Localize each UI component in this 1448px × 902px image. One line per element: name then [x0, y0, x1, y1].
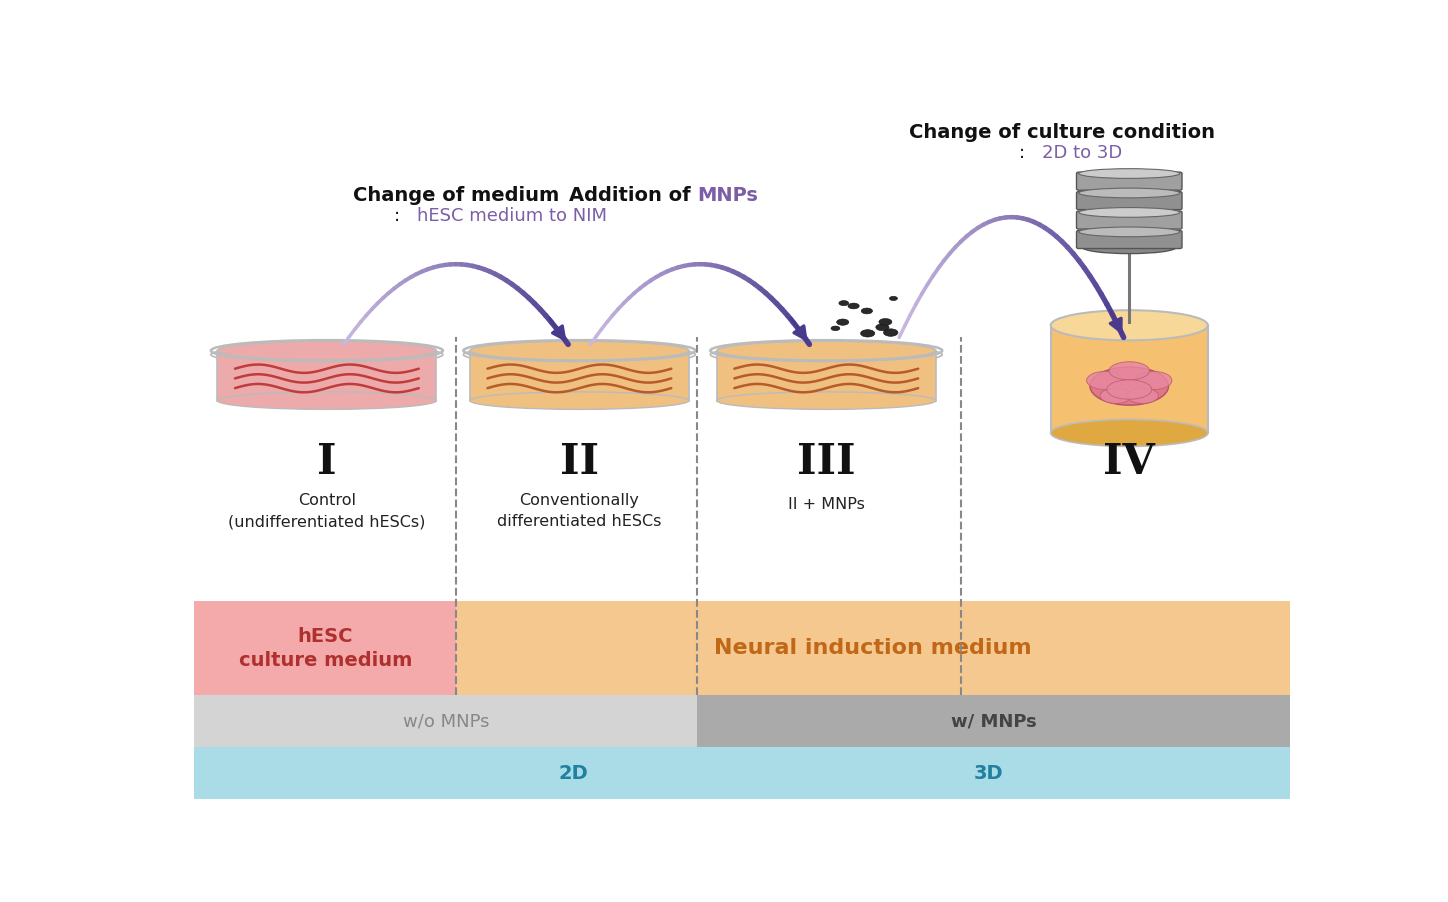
Text: Neural induction medium: Neural induction medium	[714, 639, 1031, 658]
Text: Change of medium: Change of medium	[353, 186, 559, 205]
Ellipse shape	[1051, 310, 1208, 340]
Ellipse shape	[838, 300, 849, 306]
Ellipse shape	[1086, 372, 1122, 390]
FancyBboxPatch shape	[698, 695, 1290, 747]
Ellipse shape	[860, 329, 875, 337]
Ellipse shape	[1079, 207, 1180, 217]
FancyBboxPatch shape	[1076, 172, 1182, 190]
FancyBboxPatch shape	[471, 351, 689, 400]
Ellipse shape	[1079, 227, 1180, 236]
FancyBboxPatch shape	[194, 747, 1290, 799]
Text: Addition of: Addition of	[569, 186, 698, 205]
Text: 2D: 2D	[559, 764, 589, 783]
FancyBboxPatch shape	[1076, 231, 1182, 249]
Text: Control
(undifferentiated hESCs): Control (undifferentiated hESCs)	[229, 493, 426, 529]
Ellipse shape	[1100, 388, 1131, 403]
Ellipse shape	[711, 345, 943, 364]
Ellipse shape	[862, 308, 873, 314]
Ellipse shape	[1051, 419, 1208, 446]
FancyBboxPatch shape	[217, 351, 436, 400]
Ellipse shape	[217, 391, 436, 410]
Ellipse shape	[837, 319, 849, 326]
Text: 3D: 3D	[975, 764, 1003, 783]
FancyBboxPatch shape	[1051, 326, 1208, 433]
Text: Conventionally
differentiated hESCs: Conventionally differentiated hESCs	[497, 493, 662, 529]
Text: III: III	[796, 441, 856, 483]
Ellipse shape	[831, 326, 840, 331]
Ellipse shape	[717, 341, 935, 360]
Ellipse shape	[1082, 241, 1176, 253]
Text: :: :	[1019, 144, 1031, 162]
FancyBboxPatch shape	[456, 602, 1290, 695]
Text: II: II	[560, 441, 599, 483]
Text: IV: IV	[1103, 441, 1156, 483]
Text: hESC medium to NIM: hESC medium to NIM	[417, 207, 607, 225]
Ellipse shape	[471, 341, 689, 360]
Ellipse shape	[217, 341, 436, 360]
Ellipse shape	[1137, 372, 1171, 390]
Ellipse shape	[463, 345, 695, 364]
Text: MNPs: MNPs	[698, 186, 759, 205]
Ellipse shape	[1090, 367, 1169, 405]
Ellipse shape	[211, 345, 443, 364]
Text: 2D to 3D: 2D to 3D	[1041, 144, 1122, 162]
Ellipse shape	[889, 297, 898, 300]
FancyBboxPatch shape	[717, 351, 935, 400]
Text: :: :	[394, 207, 405, 225]
Ellipse shape	[1109, 362, 1150, 380]
Text: II + MNPs: II + MNPs	[788, 497, 864, 511]
Ellipse shape	[849, 303, 859, 308]
FancyBboxPatch shape	[194, 695, 698, 747]
Ellipse shape	[1079, 169, 1180, 179]
Ellipse shape	[717, 391, 935, 410]
FancyBboxPatch shape	[194, 602, 456, 695]
Ellipse shape	[876, 324, 889, 331]
FancyBboxPatch shape	[1076, 191, 1182, 209]
Ellipse shape	[1127, 388, 1158, 403]
Text: I: I	[317, 441, 336, 483]
Ellipse shape	[1106, 380, 1151, 400]
Text: Change of culture condition: Change of culture condition	[909, 123, 1215, 142]
Text: w/o MNPs: w/o MNPs	[403, 713, 489, 731]
Ellipse shape	[471, 391, 689, 410]
Ellipse shape	[879, 318, 892, 326]
FancyBboxPatch shape	[1076, 211, 1182, 229]
Text: hESC
culture medium: hESC culture medium	[239, 627, 411, 670]
Text: w/ MNPs: w/ MNPs	[950, 713, 1037, 731]
Ellipse shape	[1079, 189, 1180, 198]
Ellipse shape	[883, 329, 898, 336]
